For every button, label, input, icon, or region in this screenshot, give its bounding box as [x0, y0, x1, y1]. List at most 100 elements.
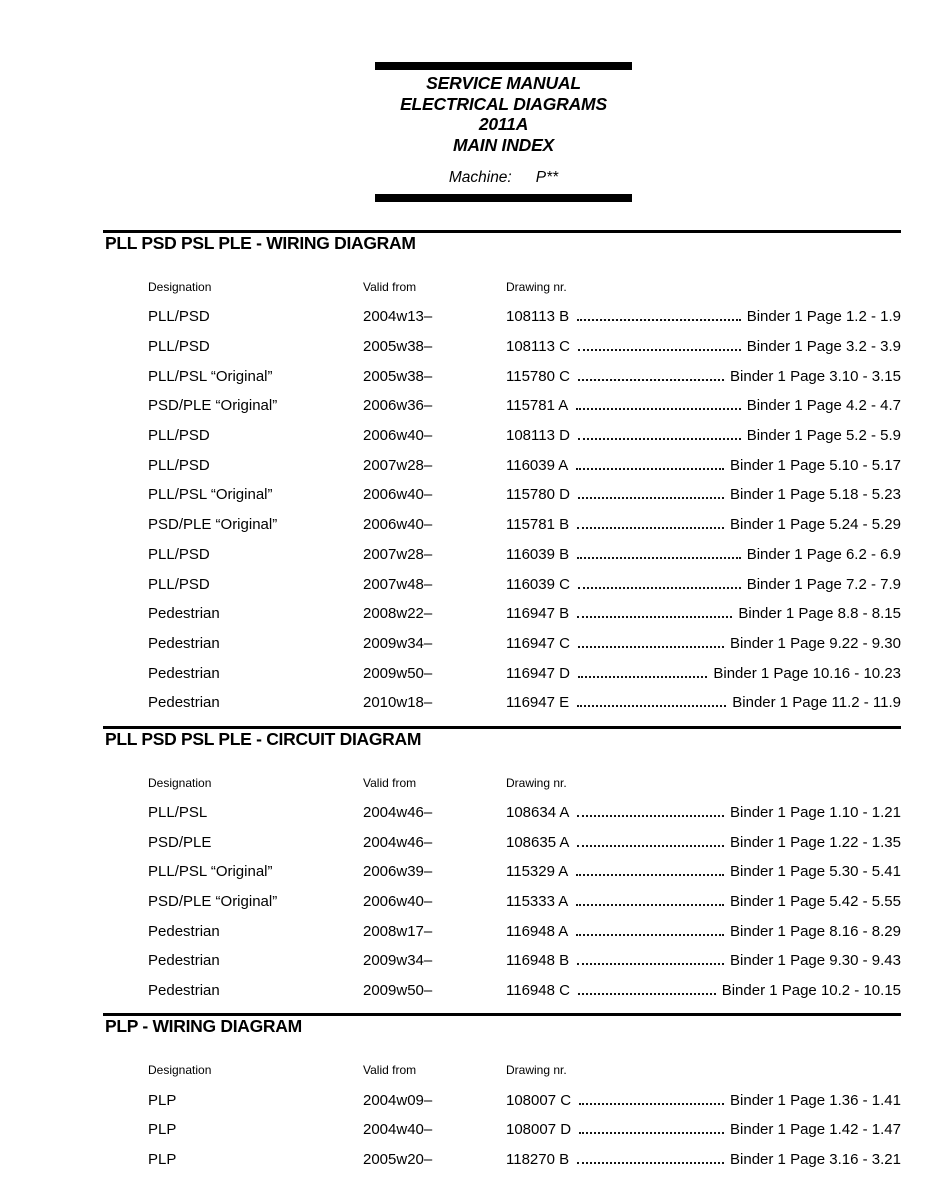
cell-drawing-nr: 108113 C Binder 1 Page 3.2 - 3.9: [506, 338, 901, 355]
manual-title-lines: SERVICE MANUAL ELECTRICAL DIAGRAMS 2011A…: [375, 73, 632, 155]
cell-binder-page: Binder 1 Page 1.10 - 1.21: [730, 803, 901, 821]
dot-leader: [577, 814, 725, 817]
table-row: PSD/PLE 2004w46– 108635 A Binder 1 Page …: [103, 827, 901, 857]
cell-valid-from: 2009w50–: [363, 982, 433, 1000]
cell-binder-page: Binder 1 Page 5.42 - 5.55: [730, 893, 901, 911]
cell-designation: PLL/PSD: [148, 338, 210, 356]
cell-binder-page: Binder 1 Page 5.18 - 5.23: [730, 486, 901, 504]
dot-leader: [577, 963, 725, 966]
machine-value: P**: [535, 169, 559, 186]
cell-valid-from: 2004w40–: [363, 1121, 433, 1139]
manual-title-line-1: SERVICE MANUAL: [426, 73, 581, 93]
column-header-drawing-nr: Drawing nr.: [506, 280, 567, 294]
cell-binder-page: Binder 1 Page 1.2 - 1.9: [746, 308, 901, 326]
table-row: PLL/PSD 2007w28– 116039 B Binder 1 Page …: [103, 540, 901, 570]
cell-designation: PSD/PLE “Original”: [148, 893, 278, 911]
cell-binder-page: Binder 1 Page 5.10 - 5.17: [730, 456, 901, 474]
dot-leader: [577, 993, 716, 996]
table-row: PLL/PSD 2005w38– 108113 C Binder 1 Page …: [103, 332, 901, 362]
cell-valid-from: 2010w18–: [363, 694, 433, 712]
title-block-rule-top: [375, 62, 632, 70]
cell-binder-page: Binder 1 Page 7.2 - 7.9: [746, 575, 901, 593]
table-row: Pedestrian 2008w17– 116948 A Binder 1 Pa…: [103, 916, 901, 946]
section-rows: PLP 2004w09– 108007 C Binder 1 Page 1.36…: [103, 1085, 901, 1174]
cell-binder-page: Binder 1 Page 4.2 - 4.7: [746, 397, 901, 415]
cell-designation: PSD/PLE “Original”: [148, 397, 278, 415]
cell-binder-page: Binder 1 Page 10.2 - 10.15: [721, 982, 901, 1000]
section-rule: [103, 725, 901, 729]
column-header-designation: Designation: [148, 775, 212, 790]
table-row: PLL/PSD 2004w13– 108113 B Binder 1 Page …: [103, 302, 901, 332]
cell-binder-page: Binder 1 Page 6.2 - 6.9: [746, 545, 901, 563]
dot-leader: [579, 1132, 725, 1135]
column-header-valid-from: Valid from: [363, 280, 417, 294]
title-block: SERVICE MANUAL ELECTRICAL DIAGRAMS 2011A…: [375, 62, 632, 202]
cell-designation: PLL/PSD: [148, 427, 210, 445]
drawing-number: 108007 C: [506, 1091, 572, 1109]
drawing-number: 115780 C: [506, 367, 570, 385]
dot-leader: [577, 527, 725, 530]
table-row: PLP 2005w20– 118270 B Binder 1 Page 3.16…: [103, 1145, 901, 1175]
cell-valid-from: 2005w38–: [363, 367, 433, 385]
drawing-number: 108634 A: [506, 803, 570, 821]
column-header-valid-from: Valid from: [363, 1063, 417, 1078]
section-rows: PLL/PSD 2004w13– 108113 B Binder 1 Page …: [103, 302, 901, 718]
dot-leader: [576, 933, 725, 936]
section-title: PLL PSD PSL PLE - WIRING DIAGRAM: [105, 233, 416, 253]
cell-valid-from: 2009w50–: [363, 664, 433, 682]
table-row: PLL/PSD 2006w40– 108113 D Binder 1 Page …: [103, 421, 901, 451]
cell-designation: PLP: [148, 1151, 177, 1169]
cell-valid-from: 2004w46–: [363, 833, 433, 851]
column-headers: Designation Valid from Drawing nr.: [103, 280, 901, 294]
cell-binder-page: Binder 1 Page 3.10 - 3.15: [730, 367, 901, 385]
drawing-number: 115329 A: [506, 863, 569, 881]
sections: PLL PSD PSL PLE - WIRING DIAGRAM Designa…: [103, 230, 901, 1183]
cell-drawing-nr: 116947 D Binder 1 Page 10.16 - 10.23: [506, 665, 901, 682]
cell-designation: PLL/PSL: [148, 803, 208, 821]
drawing-number: 116039 C: [506, 575, 570, 593]
cell-binder-page: Binder 1 Page 8.16 - 8.29: [730, 922, 901, 940]
table-row: PLL/PSD 2007w28– 116039 A Binder 1 Page …: [103, 450, 901, 480]
cell-designation: PSD/PLE: [148, 833, 212, 851]
dot-leader: [577, 586, 741, 589]
drawing-number: 118270 B: [506, 1151, 570, 1169]
drawing-number: 115780 D: [506, 486, 570, 504]
dot-leader: [577, 319, 741, 322]
cell-drawing-nr: 116948 A Binder 1 Page 8.16 - 8.29: [506, 923, 901, 940]
cell-binder-page: Binder 1 Page 5.24 - 5.29: [730, 516, 901, 534]
cell-designation: PLP: [148, 1121, 177, 1139]
dot-leader: [576, 874, 725, 877]
cell-valid-from: 2007w48–: [363, 575, 433, 593]
table-row: PSD/PLE “Original” 2006w40– 115333 A Bin…: [103, 887, 901, 917]
machine-row: Machine: P**: [375, 169, 632, 187]
column-header-drawing-nr: Drawing nr.: [506, 1063, 567, 1078]
column-header-drawing-nr: Drawing nr.: [506, 775, 567, 790]
cell-drawing-nr: 116039 C Binder 1 Page 7.2 - 7.9: [506, 576, 901, 593]
drawing-number: 116039 A: [506, 456, 569, 474]
table-row: Pedestrian 2010w18– 116947 E Binder 1 Pa…: [103, 688, 901, 718]
cell-drawing-nr: 115329 A Binder 1 Page 5.30 - 5.41: [506, 863, 901, 880]
dot-leader: [579, 1102, 725, 1105]
table-row: Pedestrian 2009w50– 116947 D Binder 1 Pa…: [103, 658, 901, 688]
index-section: PLL PSD PSL PLE - CIRCUIT DIAGRAM Design…: [103, 725, 901, 1006]
cell-binder-page: Binder 1 Page 10.16 - 10.23: [713, 664, 901, 682]
cell-designation: PLL/PSL “Original”: [148, 486, 273, 504]
table-row: PSD/PLE “Original” 2006w36– 115781 A Bin…: [103, 391, 901, 421]
table-row: Pedestrian 2009w50– 116948 C Binder 1 Pa…: [103, 976, 901, 1006]
drawing-number: 115781 A: [506, 397, 569, 415]
cell-designation: Pedestrian: [148, 982, 220, 1000]
dot-leader: [577, 378, 725, 381]
dot-leader: [577, 844, 725, 847]
dot-leader: [577, 1162, 725, 1165]
cell-valid-from: 2007w28–: [363, 545, 433, 563]
cell-valid-from: 2009w34–: [363, 634, 433, 652]
cell-drawing-nr: 108113 B Binder 1 Page 1.2 - 1.9: [506, 308, 901, 325]
cell-designation: Pedestrian: [148, 694, 220, 712]
dot-leader: [577, 616, 733, 619]
dot-leader: [577, 645, 725, 648]
column-header-designation: Designation: [148, 1063, 212, 1078]
drawing-number: 116039 B: [506, 545, 570, 563]
cell-drawing-nr: 116948 C Binder 1 Page 10.2 - 10.15: [506, 982, 901, 999]
column-headers: Designation Valid from Drawing nr.: [103, 1063, 901, 1077]
